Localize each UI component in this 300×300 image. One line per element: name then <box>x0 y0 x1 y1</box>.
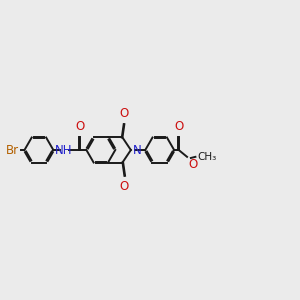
Text: O: O <box>120 107 129 120</box>
Text: CH₃: CH₃ <box>198 152 217 162</box>
Text: N: N <box>133 143 142 157</box>
Text: O: O <box>189 158 198 171</box>
Text: NH: NH <box>55 143 73 157</box>
Text: O: O <box>120 180 129 193</box>
Text: O: O <box>174 119 183 133</box>
Text: Br: Br <box>6 143 19 157</box>
Text: O: O <box>75 120 85 133</box>
